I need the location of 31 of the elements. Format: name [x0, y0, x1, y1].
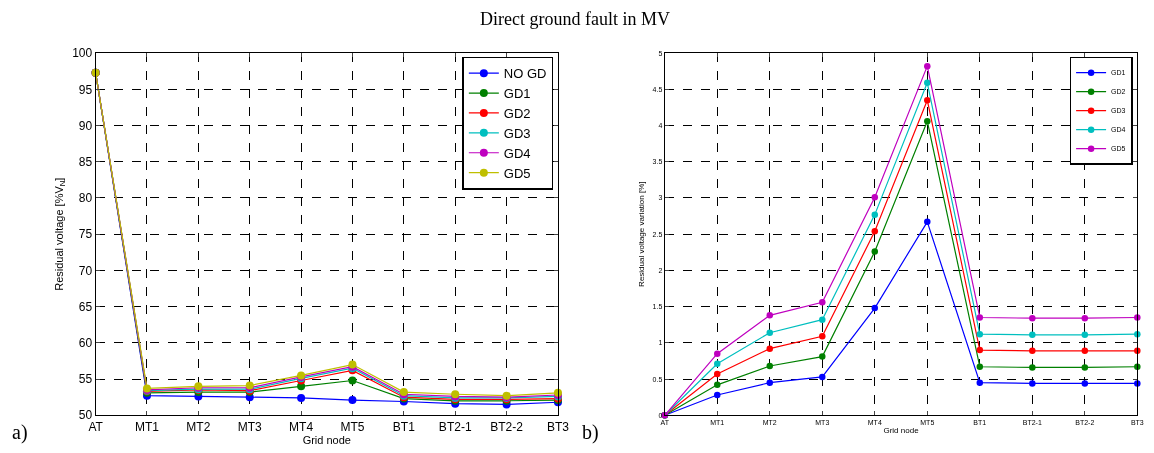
chart-title: Direct ground fault in MV	[480, 9, 670, 29]
legend-label: GD5	[503, 165, 531, 181]
y-tick-label: 95	[78, 82, 93, 97]
x-tick-label: BT3	[546, 419, 570, 434]
y-tick-label: 75	[78, 227, 93, 242]
y-tick-label: 85	[78, 154, 93, 169]
y-tick-label: 70	[78, 263, 93, 278]
legend-label: GD4	[503, 145, 531, 161]
y-axis-title: Residual voltage variation [%]	[637, 181, 647, 287]
y-tick-label: 55	[78, 372, 93, 387]
x-tick-label: MT2	[186, 419, 211, 434]
text: b)	[582, 421, 599, 444]
x-axis-title: Grid node	[302, 433, 351, 446]
legend-label: NO GD	[503, 66, 547, 82]
x-tick-label: MT1	[134, 419, 160, 434]
y-tick-label: 65	[78, 299, 93, 314]
y-tick-label: 100	[72, 46, 93, 61]
legend-label: GD3	[503, 125, 531, 141]
x-tick-label: BT1	[392, 419, 416, 434]
x-tick-label: MT3	[237, 419, 263, 434]
y-tick-label: 90	[78, 118, 93, 133]
legend-label: GD2	[503, 106, 531, 122]
text: a)	[12, 421, 28, 444]
y-tick-label: 80	[78, 191, 93, 206]
x-tick-label: MT5	[340, 419, 365, 434]
legend-label: GD1	[503, 86, 531, 102]
x-tick-label: BT2-2	[490, 419, 524, 434]
x-tick-label: MT4	[289, 419, 314, 434]
x-axis-title: Grid node	[883, 425, 920, 435]
y-tick-label: 60	[78, 336, 93, 351]
x-tick-label: BT2-1	[438, 419, 472, 434]
